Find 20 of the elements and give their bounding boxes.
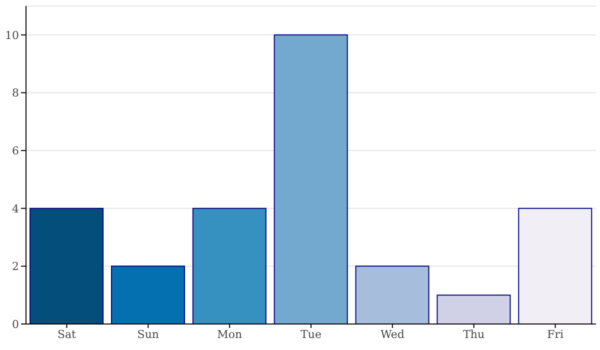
x-tick-label: Sat [57, 328, 77, 341]
y-tick-label: 0 [12, 318, 19, 331]
y-tick-label: 4 [12, 202, 19, 216]
x-tick-label: Tue [300, 328, 322, 341]
bar [111, 266, 185, 324]
x-tick-label: Mon [217, 328, 242, 341]
x-tick-label: Wed [380, 328, 404, 341]
x-tick-label: Thu [463, 328, 485, 341]
y-tick-label: 2 [12, 260, 19, 274]
bar [30, 208, 104, 324]
y-tick-label: 10 [5, 28, 19, 42]
bar [355, 266, 430, 324]
x-tick-label: Fri [547, 328, 564, 341]
x-tick-label: Sun [137, 328, 159, 341]
bar [274, 34, 348, 324]
bar [518, 208, 592, 324]
y-tick-label: 6 [12, 144, 19, 158]
y-tick-label: 8 [12, 86, 19, 100]
bar [192, 208, 266, 324]
bar [436, 294, 511, 324]
